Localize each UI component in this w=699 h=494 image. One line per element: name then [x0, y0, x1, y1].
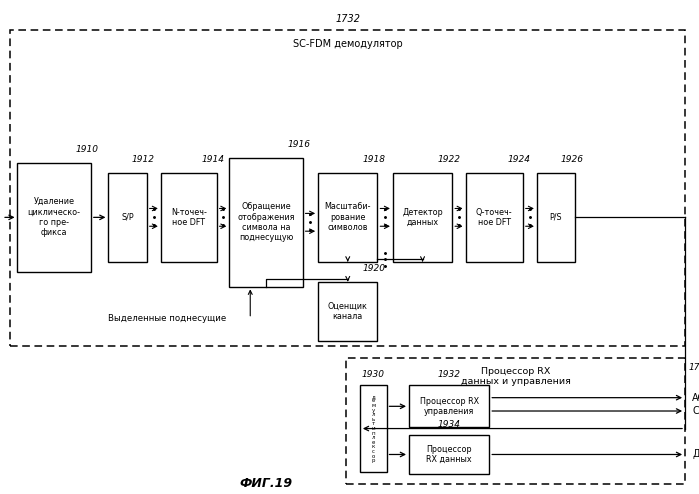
Text: 1910: 1910: [76, 145, 99, 154]
Bar: [409, 385, 489, 427]
Text: Процессор
RX данных: Процессор RX данных: [426, 445, 472, 464]
Text: 1930: 1930: [362, 370, 384, 379]
Text: 1918: 1918: [363, 155, 385, 164]
Bar: [466, 173, 523, 262]
Bar: [108, 173, 147, 262]
Text: 1924: 1924: [508, 155, 531, 164]
Bar: [346, 358, 685, 484]
Bar: [393, 173, 452, 262]
Text: ACK: ACK: [692, 393, 699, 403]
Text: 1920: 1920: [363, 264, 385, 273]
Text: Оценщик
канала: Оценщик канала: [328, 301, 368, 321]
Bar: [318, 282, 377, 341]
Text: 1934: 1934: [438, 420, 461, 429]
Text: 1732: 1732: [336, 14, 360, 24]
Text: д
е
м
у
л
ь
т
и
п
л
е
к
с
о
р: д е м у л ь т и п л е к с о р: [371, 394, 375, 463]
Bar: [537, 173, 575, 262]
Text: Детектор
данных: Детектор данных: [402, 207, 443, 227]
Text: 1926: 1926: [561, 155, 583, 164]
Text: P/S: P/S: [549, 213, 563, 222]
Text: ФИГ.19: ФИГ.19: [239, 477, 292, 490]
Text: Масштаби-
рование
символов: Масштаби- рование символов: [324, 203, 371, 232]
Text: Удаление
циклическо-
го пре-
фикса: Удаление циклическо- го пре- фикса: [28, 197, 80, 238]
Text: Процессор RX
управления: Процессор RX управления: [419, 397, 479, 416]
Text: CQI: CQI: [692, 406, 699, 416]
Text: Выделенные поднесущие: Выделенные поднесущие: [108, 314, 226, 323]
Bar: [409, 435, 489, 474]
Bar: [360, 385, 387, 472]
Text: 1914: 1914: [202, 155, 224, 164]
Bar: [17, 163, 91, 272]
Text: Данные: Данные: [692, 450, 699, 459]
Text: Обращение
отображения
символа на
поднесущую: Обращение отображения символа на поднесу…: [237, 202, 295, 243]
Text: 1916: 1916: [288, 140, 310, 149]
Text: N-точеч-
ное DFT: N-точеч- ное DFT: [171, 207, 207, 227]
Text: 1932: 1932: [438, 370, 461, 379]
Text: 1912: 1912: [132, 155, 154, 164]
Text: S/P: S/P: [121, 213, 134, 222]
Bar: [161, 173, 217, 262]
Text: 1922: 1922: [438, 155, 460, 164]
Text: Q-точеч-
ное DFT: Q-точеч- ное DFT: [476, 207, 512, 227]
Bar: [10, 30, 685, 346]
Text: SC-FDM демодулятор: SC-FDM демодулятор: [293, 39, 403, 48]
Text: 1738: 1738: [689, 363, 699, 372]
Text: Процессор RX
данных и управления: Процессор RX данных и управления: [461, 367, 570, 386]
Bar: [318, 173, 377, 262]
Bar: [229, 158, 303, 287]
